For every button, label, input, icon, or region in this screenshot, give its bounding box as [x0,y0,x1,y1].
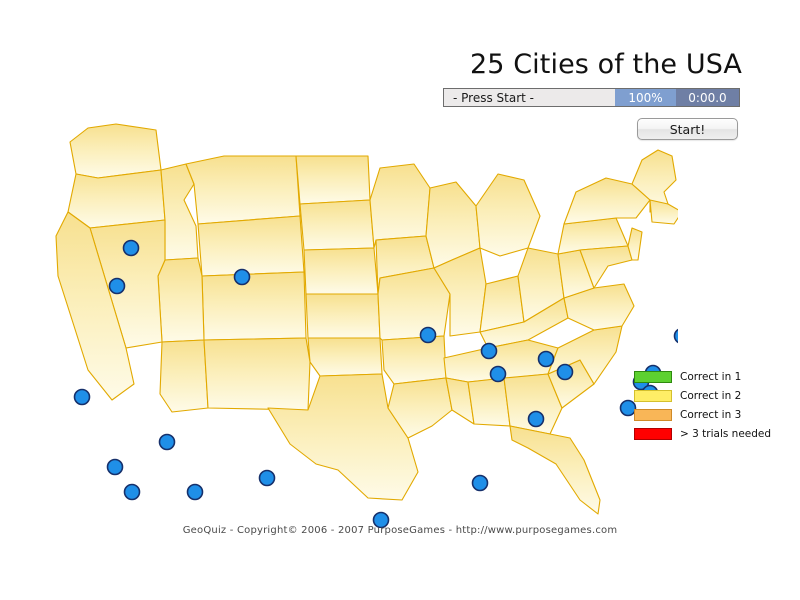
legend-row: Correct in 3 [634,406,794,424]
city-dot-phoenix[interactable] [186,483,204,501]
status-percent: 100% [615,89,676,106]
status-message: - Press Start - [444,89,615,106]
city-dot-cleveland[interactable] [556,363,574,381]
legend-row: Correct in 1 [634,368,794,386]
city-dot-memphis[interactable] [471,474,489,492]
legend-row: > 3 trials needed [634,425,794,443]
city-dot-boston[interactable] [673,328,679,344]
legend-swatch-more-than-3-trials [634,428,672,440]
legend-row: Correct in 2 [634,387,794,405]
city-dot-portland[interactable] [108,277,126,295]
city-dot-san-diego[interactable] [123,483,141,501]
city-dot-dallas[interactable] [372,511,390,528]
city-dot-seattle[interactable] [122,239,140,257]
usa-map-svg [55,123,679,528]
city-dot-las-vegas[interactable] [158,433,176,451]
state-shapes [55,123,678,515]
city-dot-minneapolis[interactable] [419,326,437,344]
city-dot-billings[interactable] [233,268,251,286]
legend-label-correct-in-1: Correct in 1 [680,371,742,383]
usa-map[interactable] [28,108,678,528]
legend: Correct in 1 Correct in 2 Correct in 3 >… [634,368,794,444]
legend-swatch-correct-in-3 [634,409,672,421]
legend-swatch-correct-in-2 [634,390,672,402]
status-timer: 0:00.0 [676,89,739,106]
city-dot-albuquerque[interactable] [258,469,276,487]
footer-copyright: GeoQuiz - Copyright© 2006 - 2007 Purpose… [182,525,618,536]
city-dot-san-francisco[interactable] [73,388,91,406]
city-dot-chicago[interactable] [489,365,507,383]
legend-label-correct-in-2: Correct in 2 [680,390,742,402]
page-title: 25 Cities of the USA [469,49,742,80]
status-bar: - Press Start - 100% 0:00.0 [443,88,740,107]
city-dot-los-angeles[interactable] [106,458,124,476]
city-dot-milwaukee[interactable] [480,342,498,360]
city-dot-layer [73,239,679,528]
legend-label-correct-in-3: Correct in 3 [680,409,742,421]
legend-label-more-than-3-trials: > 3 trials needed [680,428,772,440]
city-dot-louisville[interactable] [527,410,545,428]
start-button[interactable]: Start! [637,118,738,140]
city-dot-detroit[interactable] [537,350,555,368]
city-dot-richmond[interactable] [619,399,637,417]
legend-swatch-correct-in-1 [634,371,672,383]
